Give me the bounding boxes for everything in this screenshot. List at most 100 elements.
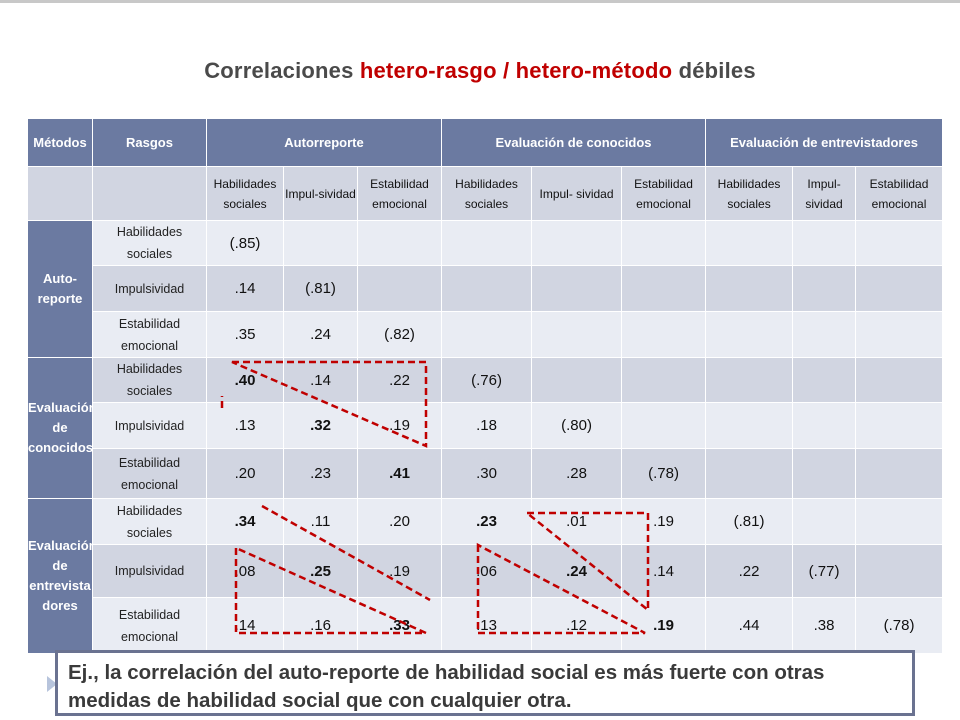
table-cell	[621, 357, 707, 403]
table-cell	[792, 498, 857, 545]
title-prefix: Correlaciones	[204, 58, 360, 83]
table-cell: .14	[283, 357, 358, 403]
table-cell: (.81)	[283, 265, 358, 312]
dashed-triangle-entrevista-conocidos	[523, 511, 650, 613]
table-cell	[621, 220, 707, 266]
trait-label: Estabilidad emocional	[92, 597, 207, 654]
table-cell: .23	[283, 448, 358, 499]
trait-label: Estabilidad emocional	[92, 311, 207, 358]
table-cell	[792, 357, 857, 403]
table-cell: .08	[206, 544, 284, 598]
table-cell: .01	[531, 498, 623, 545]
table-cell	[356, 265, 443, 312]
table-cell: .33	[356, 597, 443, 654]
table-cell	[356, 220, 443, 266]
table-cell	[621, 265, 707, 312]
table-cell: .22	[705, 544, 794, 598]
table-cell	[621, 402, 707, 449]
subheader-blank-trait	[92, 166, 207, 221]
table-cell: (.82)	[356, 311, 443, 358]
table-cell: .20	[356, 498, 443, 545]
trait-label: Habilidades sociales	[92, 220, 207, 266]
table-cell	[705, 402, 794, 449]
bullet-arrow-icon	[47, 676, 57, 692]
example-note: Ej., la correlación del auto-reporte de …	[55, 650, 915, 716]
table-cell: .14	[206, 265, 284, 312]
table-cell: .13	[206, 402, 284, 449]
table-cell	[855, 402, 944, 449]
table-cell: .14	[206, 597, 284, 654]
table-cell: .19	[621, 498, 707, 545]
table-cell: .11	[283, 498, 358, 545]
table-cell: .19	[621, 597, 707, 654]
table-cell: .40	[206, 357, 284, 403]
table-cell	[855, 220, 944, 266]
table-cell: .44	[705, 597, 794, 654]
trait-label: Impulsividad	[92, 402, 207, 449]
table-cell: .06	[441, 544, 533, 598]
table-cell: .13	[441, 597, 533, 654]
method-auto-reporte: Auto- reporte	[27, 220, 93, 358]
table-cell: (.81)	[705, 498, 794, 545]
trait-label: Habilidades sociales	[92, 357, 207, 403]
subheader-cell: Impul-sividad	[792, 166, 857, 221]
table-cell	[531, 220, 623, 266]
top-divider	[0, 0, 960, 3]
trait-label: Impulsividad	[92, 265, 207, 312]
table-cell	[855, 448, 944, 499]
dashed-triangle-entrevista-conocidos-lower	[476, 542, 646, 635]
table-cell: .16	[283, 597, 358, 654]
table-cell	[855, 544, 944, 598]
header-autorreporte: Autorreporte	[205, 118, 443, 167]
title-highlight: hetero-rasgo / hetero-método	[359, 58, 673, 83]
subheader-cell: Habilidades sociales	[705, 166, 794, 221]
dashed-triangle-conocidos	[231, 360, 428, 448]
subheader-cell: Estabilidad emocional	[621, 166, 707, 221]
slide-title: Correlaciones hetero-rasgo / hetero-méto…	[0, 58, 960, 84]
dashed-diagonal-auto	[261, 504, 431, 602]
table-cell: .19	[356, 544, 443, 598]
table-cell: .38	[792, 597, 857, 654]
header-metodos: Métodos	[27, 118, 93, 167]
table-cell: (.80)	[531, 402, 623, 449]
table-cell	[621, 311, 707, 358]
table-cell	[855, 357, 944, 403]
table-cell	[441, 311, 533, 358]
table-cell: .34	[206, 498, 284, 545]
table-cell: (.78)	[621, 448, 707, 499]
subheader-cell: Estabilidad emocional	[356, 166, 443, 221]
table-cell	[441, 220, 533, 266]
table-cell	[792, 220, 857, 266]
table-cell: (.78)	[855, 597, 944, 654]
table-cell: .41	[356, 448, 443, 499]
subheader-cell: Impul- sividad	[531, 166, 623, 221]
table-cell: .19	[356, 402, 443, 449]
table-cell	[855, 311, 944, 358]
subheader-blank-method	[27, 166, 93, 221]
header-rasgos: Rasgos	[92, 118, 207, 167]
method-conocidos: Evaluación de conocidos	[27, 357, 93, 499]
correlation-matrix: Métodos Rasgos Autorreporte Evaluación d…	[27, 118, 944, 654]
table-cell	[441, 265, 533, 312]
method-entrevistadores: Evaluación de entrevista dores	[27, 498, 93, 654]
table-cell: .32	[283, 402, 358, 449]
table-cell	[792, 402, 857, 449]
subheader-cell: Habilidades sociales	[206, 166, 284, 221]
table-cell	[792, 311, 857, 358]
table-cell: .28	[531, 448, 623, 499]
title-suffix: débiles	[672, 58, 756, 83]
table-cell: (.85)	[206, 220, 284, 266]
table-cell: .30	[441, 448, 533, 499]
table-cell: .22	[356, 357, 443, 403]
table-cell	[531, 357, 623, 403]
table-cell	[531, 311, 623, 358]
trait-label: Impulsividad	[92, 544, 207, 598]
dashed-triangle-entrevista-auto	[234, 546, 427, 635]
table-cell	[705, 357, 794, 403]
header-conocidos: Evaluación de conocidos	[441, 118, 707, 167]
table-cell: .25	[283, 544, 358, 598]
table-cell	[705, 311, 794, 358]
header-entrevistadores: Evaluación de entrevistadores	[705, 118, 944, 167]
table-cell	[705, 448, 794, 499]
